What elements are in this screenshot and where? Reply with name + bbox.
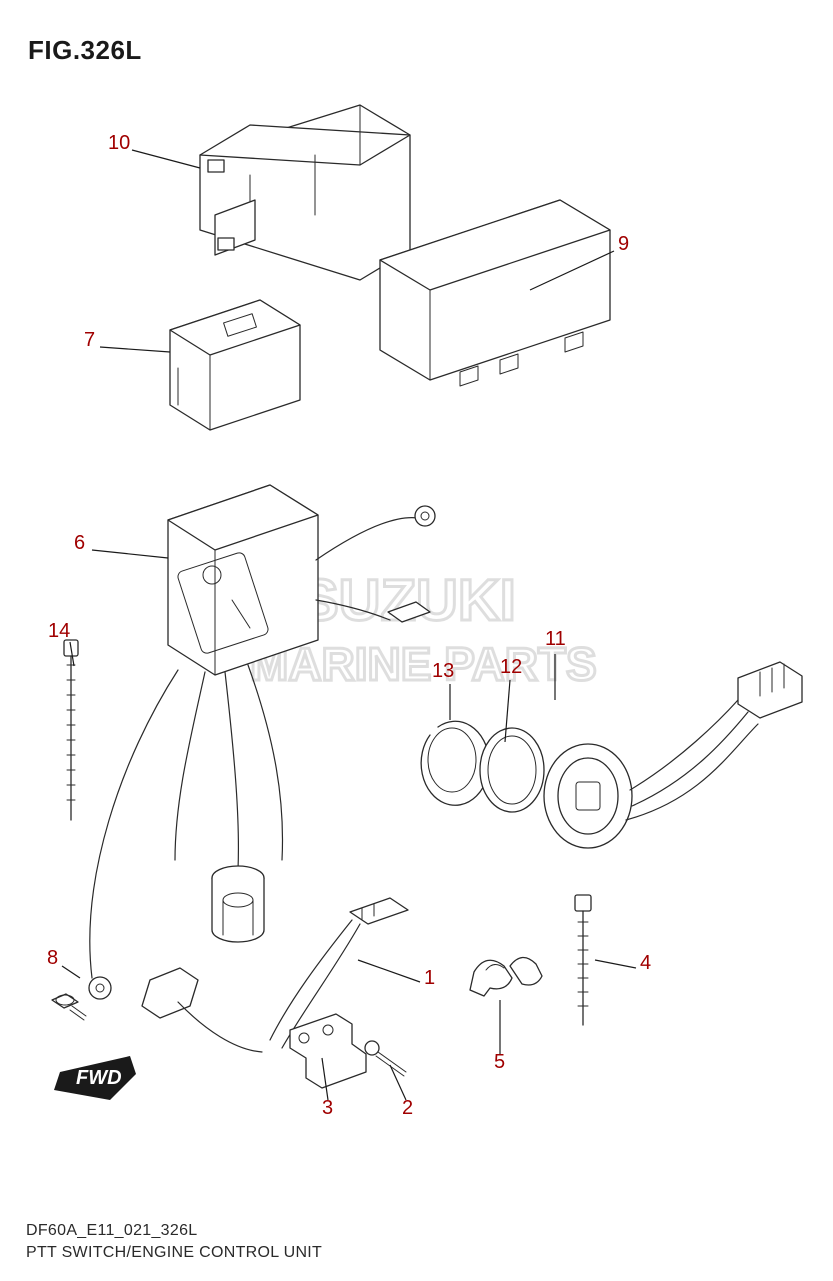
callout-1: 1 [424, 967, 435, 990]
part-6-ptt-relay [89, 485, 435, 999]
callout-8: 8 [47, 947, 58, 970]
part-5-clip [470, 957, 542, 996]
fwd-badge: FWD [54, 1056, 136, 1100]
callout-3: 3 [322, 1097, 333, 1120]
callout-6: 6 [74, 532, 85, 555]
part-1-lead [142, 898, 408, 1052]
callout-4: 4 [640, 952, 651, 975]
callout-10: 10 [108, 132, 130, 155]
part-14-cable-tie [64, 640, 78, 820]
diagram-canvas: SUZUKI MARINE PARTS [0, 0, 833, 1281]
part-7-relay [170, 300, 300, 430]
part-4-cable-tie [575, 895, 591, 1025]
callout-12: 12 [500, 656, 522, 679]
fwd-label: FWD [76, 1067, 122, 1089]
callout-2: 2 [402, 1097, 413, 1120]
footer-title: PTT SWITCH/ENGINE CONTROL UNIT [26, 1244, 322, 1262]
part-3-bracket [290, 1014, 366, 1088]
part-2-screw [365, 1041, 406, 1076]
callout-5: 5 [494, 1051, 505, 1074]
callout-11: 11 [545, 628, 566, 651]
part-8-bolt [52, 994, 86, 1020]
callout-9: 9 [618, 233, 629, 256]
footer-code: DF60A_E11_021_326L [26, 1222, 197, 1240]
part-10-cover [200, 105, 410, 280]
watermark-line1: SUZUKI [300, 568, 516, 633]
callout-7: 7 [84, 329, 95, 352]
part-9-ecu [380, 200, 610, 386]
callout-14: 14 [48, 620, 70, 643]
callout-13: 13 [432, 660, 454, 683]
